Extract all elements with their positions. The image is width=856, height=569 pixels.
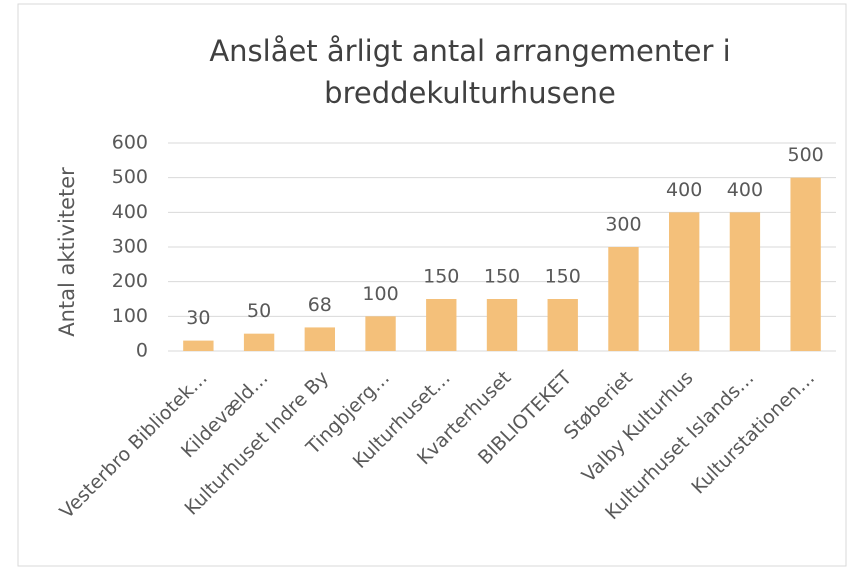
data-label: 150 [545,266,581,288]
bar [486,299,518,351]
data-label: 400 [727,179,763,201]
y-tick-label: 100 [112,305,148,327]
bar [365,316,396,351]
data-label: 150 [484,266,520,288]
y-axis-title: Antal aktiviteter [55,167,79,337]
data-label: 50 [247,300,271,322]
y-tick-label: 400 [112,201,148,223]
y-tick-label: 600 [112,132,148,154]
bar [790,177,821,351]
data-label: 100 [362,283,398,305]
bar [608,247,639,351]
x-tick-label: Valby Kulturhus [578,367,698,487]
chart-title: Anslået årligt antal arrangementer i bre… [209,34,731,110]
y-tick-label: 500 [112,166,148,188]
y-tick-label: 0 [136,340,148,362]
data-label: 30 [186,307,210,329]
data-label: 500 [788,144,824,166]
bar [669,212,700,351]
y-tick-label: 300 [112,236,148,258]
data-label: 150 [423,266,459,288]
data-label: 68 [308,294,332,316]
bar [426,299,457,351]
bar [304,327,335,351]
bar [183,340,214,351]
chart-border [17,3,847,567]
bar [243,333,275,351]
bar [729,212,761,351]
data-label: 300 [605,214,641,236]
y-tick-label: 200 [112,270,148,292]
bar [547,299,578,351]
data-label: 400 [666,179,702,201]
